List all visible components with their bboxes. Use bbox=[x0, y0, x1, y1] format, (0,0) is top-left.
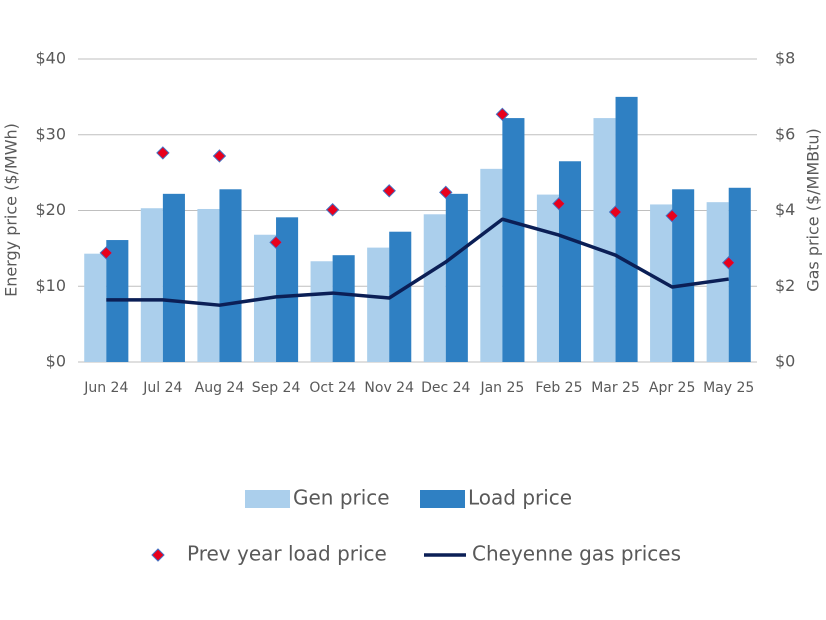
legend-swatch bbox=[420, 490, 465, 508]
point bbox=[608, 205, 623, 219]
x-tick-label: Mar 25 bbox=[591, 380, 640, 396]
bar bbox=[367, 247, 390, 362]
bar bbox=[140, 208, 163, 362]
point bbox=[212, 149, 227, 163]
y2-tick-label: $4 bbox=[775, 200, 795, 219]
x-tick-label: Feb 25 bbox=[535, 380, 582, 396]
bar bbox=[389, 231, 412, 362]
bar bbox=[728, 187, 751, 362]
point bbox=[722, 256, 736, 270]
bar bbox=[332, 255, 355, 362]
x-tick-label: Jan 25 bbox=[479, 380, 524, 396]
point bbox=[382, 184, 396, 198]
line bbox=[106, 217, 729, 307]
x-tick-label: Oct 24 bbox=[309, 380, 356, 396]
y-axis-title: Energy price ($/MWh) bbox=[2, 123, 21, 297]
y-tick-label: $0 bbox=[46, 352, 66, 371]
x-tick-label: May 25 bbox=[703, 380, 754, 396]
bar bbox=[197, 208, 220, 362]
x-tick-label: Nov 24 bbox=[364, 380, 414, 396]
bar bbox=[650, 204, 673, 362]
x-tick-label: Jun 24 bbox=[83, 380, 128, 396]
bar bbox=[84, 253, 107, 362]
bar bbox=[445, 193, 468, 362]
bar bbox=[480, 168, 503, 362]
legend-swatch bbox=[245, 490, 290, 508]
point bbox=[99, 246, 113, 260]
bar bbox=[615, 96, 638, 362]
point bbox=[439, 185, 453, 200]
point bbox=[495, 107, 510, 122]
y-tick-label: $30 bbox=[35, 124, 66, 143]
bar bbox=[536, 194, 559, 362]
x-tick-label: Sep 24 bbox=[252, 380, 301, 396]
legend-swatch bbox=[151, 548, 165, 562]
x-tick-label: Jul 24 bbox=[142, 380, 182, 396]
bar bbox=[162, 193, 185, 362]
legend-label: Prev year load price bbox=[187, 542, 387, 566]
point bbox=[665, 209, 679, 223]
legend-label: Load price bbox=[468, 486, 572, 510]
point bbox=[325, 203, 340, 217]
bar bbox=[276, 217, 299, 362]
y2-tick-label: $0 bbox=[775, 352, 795, 371]
y-tick-label: $10 bbox=[35, 276, 66, 295]
point bbox=[269, 235, 283, 250]
legend-label: Cheyenne gas prices bbox=[472, 542, 681, 566]
point bbox=[156, 146, 170, 160]
bar bbox=[558, 161, 582, 362]
legend-label: Gen price bbox=[293, 486, 390, 510]
x-tick-label: Aug 24 bbox=[195, 380, 245, 396]
x-tick-label: Dec 24 bbox=[421, 380, 470, 396]
bar bbox=[672, 189, 695, 362]
y-tick-label: $40 bbox=[35, 49, 66, 68]
bar bbox=[593, 118, 616, 363]
y2-tick-label: $2 bbox=[775, 276, 795, 295]
y2-axis-title: Gas price ($/MMBtu) bbox=[804, 128, 823, 292]
y2-tick-label: $8 bbox=[775, 49, 795, 68]
y-tick-label: $20 bbox=[35, 200, 66, 219]
bar bbox=[219, 189, 242, 362]
bar bbox=[310, 261, 333, 362]
y2-tick-label: $6 bbox=[775, 124, 795, 143]
bar bbox=[423, 214, 446, 362]
bar bbox=[502, 118, 525, 363]
point bbox=[552, 196, 566, 211]
x-tick-label: Apr 25 bbox=[649, 380, 695, 396]
